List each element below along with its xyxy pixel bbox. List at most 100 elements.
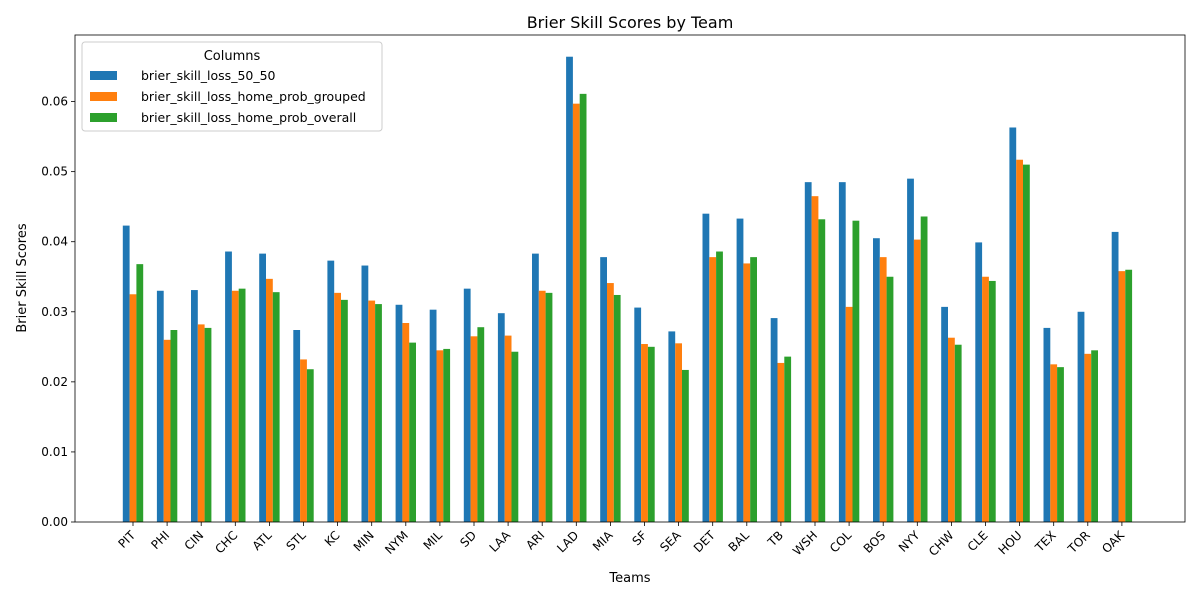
bar-pit-series-1	[122, 225, 130, 522]
x-tick-label-sea: SEA	[657, 528, 684, 555]
bar-tb-series-3	[784, 356, 792, 522]
bar-ari-series-2	[538, 290, 546, 522]
bar-wsh-series-2	[811, 196, 819, 523]
x-tick-label-chw: CHW	[926, 528, 957, 559]
y-axis-label: Brier Skill Scores	[15, 223, 30, 333]
bar-kc-series-3	[341, 299, 348, 522]
bar-oak-series-1	[1111, 231, 1119, 522]
y-tick-label: 0.03	[41, 305, 68, 319]
bar-ari-series-3	[545, 292, 553, 522]
y-tick-label: 0.02	[41, 375, 68, 389]
x-tick-label-nym: NYM	[382, 528, 411, 557]
bar-wsh-series-3	[818, 219, 826, 523]
bars-group	[122, 56, 1133, 523]
legend-swatch-series-2	[90, 92, 117, 101]
x-tick-label-pit: PIT	[115, 528, 138, 551]
bar-min-series-3	[375, 304, 382, 522]
bar-chw-series-3	[954, 344, 962, 522]
bar-phi-series-2	[163, 339, 171, 522]
bar-det-series-3	[716, 251, 723, 522]
bar-mia-series-3	[613, 294, 621, 522]
x-tick-label-hou: HOU	[996, 528, 1025, 557]
x-tick-label-kc: KC	[322, 528, 343, 549]
bar-mia-series-2	[607, 283, 614, 522]
x-tick-label-sf: SF	[629, 528, 649, 548]
legend-entries: brier_skill_loss_50_50 brier_skill_loss_h…	[90, 68, 366, 125]
bar-mia-series-1	[600, 257, 607, 522]
bar-lad-series-1	[566, 56, 573, 522]
bar-pit-series-3	[136, 264, 144, 522]
bar-cin-series-3	[204, 327, 212, 522]
bar-cin-series-1	[191, 290, 198, 522]
bar-tb-series-1	[770, 318, 778, 522]
bar-bos-series-3	[886, 276, 894, 522]
bar-pit-series-2	[129, 294, 137, 522]
x-tick-label-ari: ARI	[523, 528, 547, 552]
x-tick-label-bos: BOS	[861, 528, 889, 556]
y-axis: 0.00 0.01 0.02 0.03 0.04 0.05 0.06	[41, 95, 75, 529]
x-tick-label-cle: CLE	[965, 528, 991, 554]
bar-det-series-2	[709, 257, 717, 522]
bar-bal-series-1	[736, 218, 744, 522]
bar-lad-series-2	[572, 103, 580, 523]
bar-sf-series-2	[641, 344, 648, 522]
bar-bos-series-2	[879, 257, 887, 522]
legend-label-series-1: brier_skill_loss_50_50	[141, 68, 276, 83]
legend-label-series-2: brier_skill_loss_home_prob_grouped	[141, 89, 366, 104]
x-tick-label-mia: MIA	[590, 528, 616, 554]
bar-hou-series-3	[1023, 164, 1030, 522]
bar-stl-series-2	[300, 359, 307, 522]
y-tick-label: 0.04	[41, 235, 68, 249]
legend-title: Columns	[204, 49, 261, 64]
bar-oak-series-2	[1118, 271, 1126, 522]
bar-phi-series-1	[156, 290, 164, 522]
bar-tor-series-3	[1091, 350, 1098, 522]
bar-min-series-1	[361, 265, 369, 522]
bar-tex-series-1	[1043, 327, 1051, 522]
x-tick-label-stl: STL	[283, 528, 308, 553]
bar-nyy-series-1	[907, 178, 914, 522]
bar-kc-series-1	[327, 260, 335, 522]
bar-col-series-1	[838, 182, 846, 522]
x-tick-label-laa: LAA	[487, 528, 514, 555]
x-tick-label-col: COL	[827, 528, 854, 555]
bar-sea-series-1	[668, 331, 676, 522]
x-tick-label-lad: LAD	[554, 528, 581, 555]
bar-sf-series-1	[634, 307, 642, 522]
bar-hou-series-1	[1009, 127, 1017, 523]
bar-nym-series-2	[402, 323, 410, 522]
x-tick-label-tb: TB	[764, 528, 786, 550]
x-tick-label-bal: BAL	[726, 528, 752, 554]
y-tick-label: 0.05	[41, 165, 68, 179]
x-tick-label-cin: CIN	[182, 528, 207, 553]
bar-tor-series-2	[1084, 353, 1092, 522]
bar-col-series-3	[852, 220, 860, 522]
legend-label-series-3: brier_skill_loss_home_prob_overall	[141, 110, 356, 125]
bar-tex-series-2	[1050, 364, 1058, 522]
x-tick-label-det: DET	[691, 528, 718, 555]
bar-mil-series-1	[429, 309, 437, 522]
bar-chc-series-1	[225, 251, 232, 522]
y-tick-label: 0.00	[41, 515, 68, 529]
plot-frame	[74, 34, 1186, 523]
x-axis: PIT PHI CIN CHC ATL STL KC MIN NYM MIL SD LAA ARI LAD…	[115, 522, 1128, 559]
x-tick-label-tor: TOR	[1065, 528, 1093, 556]
bar-wsh-series-1	[804, 182, 812, 522]
bar-mil-series-2	[436, 350, 444, 522]
bar-cle-series-3	[988, 280, 996, 522]
bar-sd-series-1	[463, 288, 471, 522]
x-tick-label-chc: CHC	[212, 528, 240, 556]
bar-chc-series-2	[231, 290, 239, 522]
bar-ari-series-1	[532, 253, 539, 522]
bar-col-series-2	[845, 306, 853, 522]
legend-swatch-series-1	[90, 71, 117, 80]
bar-nyy-series-2	[913, 239, 921, 523]
bar-min-series-2	[368, 300, 376, 522]
bar-tor-series-1	[1077, 311, 1085, 522]
legend: Columns brier_skill_loss_50_50brier_skil…	[81, 41, 383, 132]
bar-nyy-series-3	[920, 216, 928, 523]
bar-mil-series-3	[443, 348, 451, 522]
x-tick-label-oak: OAK	[1099, 527, 1128, 556]
legend-swatch-series-3	[90, 113, 117, 122]
